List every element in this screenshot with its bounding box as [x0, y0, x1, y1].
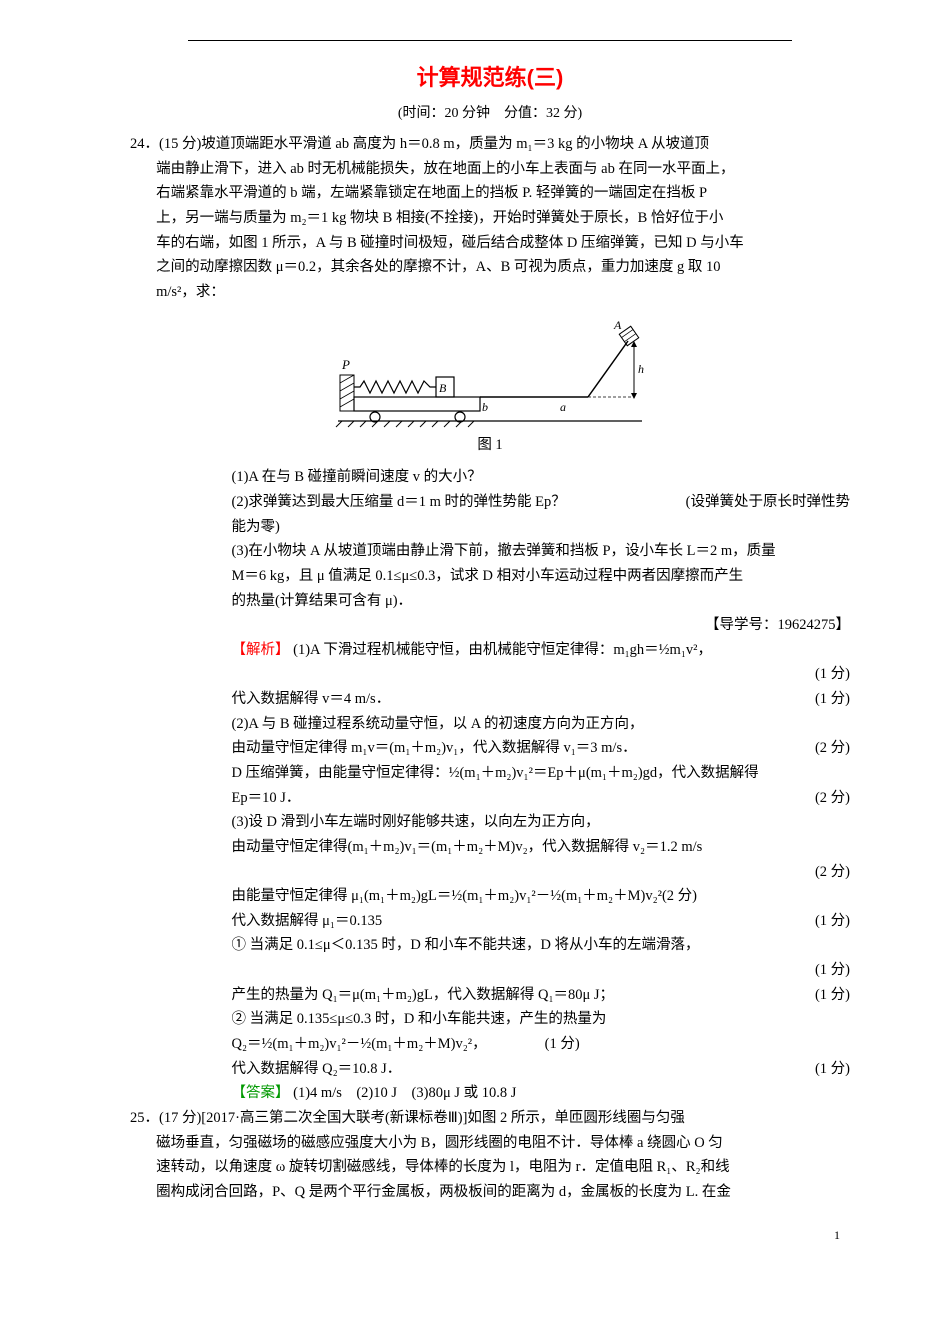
sol-3i: 代入数据解得 Q₂＝10.8 J． [232, 1057, 402, 1082]
q25-line1: 25．(17 分)[2017·高三第二次全国大联考(新课标卷Ⅲ)]如图 2 所示… [130, 1106, 850, 1131]
q25-line2: 磁场垂直，匀强磁场的磁感应强度大小为 B，圆形线圈的电阻不计．导体棒 a 绕圆心… [156, 1131, 850, 1156]
label-b: b [482, 400, 488, 414]
answer-text: (1)4 m/s (2)10 J (3)80μ J 或 10.8 J [293, 1085, 516, 1101]
q24-sub3c: 的热量(计算结果可含有 μ)． [232, 589, 851, 614]
figure-1: P B b a A h 图 1 [130, 313, 850, 458]
label-h: h [638, 362, 644, 376]
sol-3f: 产生的热量为 Q₁＝μ(m₁＋m₂)gL，代入数据解得 Q₁＝80μ J； [232, 983, 615, 1008]
label-A: A [613, 318, 622, 332]
q24-line1: 24．(15 分)坡道顶端距水平滑道 ab 高度为 h＝0.8 m，质量为 m₁… [130, 132, 850, 157]
q24-line7: m/s²，求： [156, 280, 850, 305]
q24-body: 端由静止滑下，进入 ab 时无机械能损失，放在地面上的小车上表面与 ab 在同一… [130, 157, 850, 305]
q24-sub2b: (设弹簧处于原长时弹性势 [686, 490, 850, 515]
top-horizontal-line [188, 40, 793, 41]
sol-1b-mark: (1 分) [815, 687, 850, 712]
q24-sub3b: M＝6 kg，且 μ 值满足 0.1≤μ≤0.3，试求 D 相对小车运动过程中两… [232, 564, 851, 589]
q25-line3: 速转动，以角速度 ω 旋转切割磁感线，导体棒的长度为 l，电阻为 r．定值电阻 … [156, 1155, 850, 1180]
label-B: B [439, 381, 447, 395]
q24-sub2a: (2)求弹簧达到最大压缩量 d＝1 m 时的弹性势能 Ep？ [232, 490, 566, 515]
q25-body: 磁场垂直，匀强磁场的磁感应强度大小为 B，圆形线圈的电阻不计．导体棒 a 绕圆心… [130, 1131, 850, 1205]
q24-sub2c: 能为零) [232, 515, 851, 540]
sol-3g: ② 当满足 0.135≤μ≤0.3 时，D 和小车能共速，产生的热量为 [232, 1007, 851, 1032]
sol-3d-mark: (1 分) [815, 909, 850, 934]
q25-line4: 圈构成闭合回路，P、Q 是两个平行金属板，两极板间的距离为 d，金属板的长度为 … [156, 1180, 850, 1205]
label-a: a [560, 400, 566, 414]
q24-line2: 端由静止滑下，进入 ab 时无机械能损失，放在地面上的小车上表面与 ab 在同一… [156, 157, 850, 182]
sol-3h: Q₂＝½(m₁＋m₂)v₁²－½(m₁＋m₂＋M)v₂²， [232, 1032, 487, 1057]
q24-guide-num: 【导学号：19624275】 [232, 613, 851, 638]
sol-3b-mark: (2 分) [815, 860, 850, 885]
sol-2a: (2)A 与 B 碰撞过程系统动量守恒，以 A 的初速度方向为正方向， [232, 712, 851, 737]
figure-1-svg: P B b a A h [330, 313, 650, 433]
sol-3i-mark: (1 分) [815, 1057, 850, 1082]
sol-2d-mark: (2 分) [815, 786, 850, 811]
sol-3d: 代入数据解得 μ₁＝0.135 [232, 909, 383, 934]
q24-subquestions: (1)A 在与 B 碰撞前瞬间速度 v 的大小？ (2)求弹簧达到最大压缩量 d… [130, 465, 850, 1106]
label-P: P [341, 357, 350, 372]
sol-3f-mark: (1 分) [815, 983, 850, 1008]
sol-1a: (1)A 下滑过程机械能守恒，由机械能守恒定律得：m₁gh＝½m₁v²， [293, 642, 712, 658]
sol-1b: 代入数据解得 v＝4 m/s． [232, 687, 391, 712]
q24-line3: 右端紧靠水平滑道的 b 端，左端紧靠锁定在地面上的挡板 P. 轻弹簧的一端固定在… [156, 181, 850, 206]
figure-1-caption: 图 1 [130, 433, 850, 458]
sol-3h-mark: (1 分) [545, 1032, 580, 1057]
page-subtitle: (时间：20 分钟 分值：32 分) [130, 102, 850, 126]
sol-2b: 由动量守恒定律得 m₁v＝(m₁＋m₂)v₁，代入数据解得 v₁＝3 m/s． [232, 736, 637, 761]
q24-sub1: (1)A 在与 B 碰撞前瞬间速度 v 的大小？ [232, 465, 851, 490]
sol-3b: 由动量守恒定律得(m₁＋m₂)v₁＝(m₁＋m₂＋M)v₂，代入数据解得 v₂＝… [232, 835, 851, 860]
q24-sub3a: (3)在小物块 A 从坡道顶端由静止滑下前，撤去弹簧和挡板 P，设小车长 L＝2… [232, 539, 851, 564]
solution-label: 【解析】 [232, 642, 290, 658]
sol-2d: Ep＝10 J． [232, 786, 301, 811]
answer-label: 【答案】 [232, 1085, 290, 1101]
sol-3e: ① 当满足 0.1≤μ＜0.135 时，D 和小车不能共速，D 将从小车的左端滑… [232, 933, 851, 958]
sol-3c: 由能量守恒定律得 μ₁(m₁＋m₂)gL＝½(m₁＋m₂)v₁²－½(m₁＋m₂… [232, 884, 851, 909]
q24-line6: 之间的动摩擦因数 μ＝0.2，其余各处的摩擦不计，A、B 可视为质点，重力加速度… [156, 255, 850, 280]
q24-line5: 车的右端，如图 1 所示，A 与 B 碰撞时间极短，碰后结合成整体 D 压缩弹簧… [156, 231, 850, 256]
sol-2c: D 压缩弹簧，由能量守恒定律得：½(m₁＋m₂)v₁²＝Ep＋μ(m₁＋m₂)g… [232, 761, 851, 786]
q24-line4: 上，另一端与质量为 m₂＝1 kg 物块 B 相接(不拴接)，开始时弹簧处于原长… [156, 206, 850, 231]
sol-1a-mark: (1 分) [815, 662, 850, 687]
sol-2b-mark: (2 分) [815, 736, 850, 761]
sol-3a: (3)设 D 滑到小车左端时刚好能够共速，以向左为正方向， [232, 810, 851, 835]
sol-3e-mark: (1 分) [815, 958, 850, 983]
page-number: 1 [130, 1225, 850, 1245]
page-title: 计算规范练(三) [130, 59, 850, 96]
